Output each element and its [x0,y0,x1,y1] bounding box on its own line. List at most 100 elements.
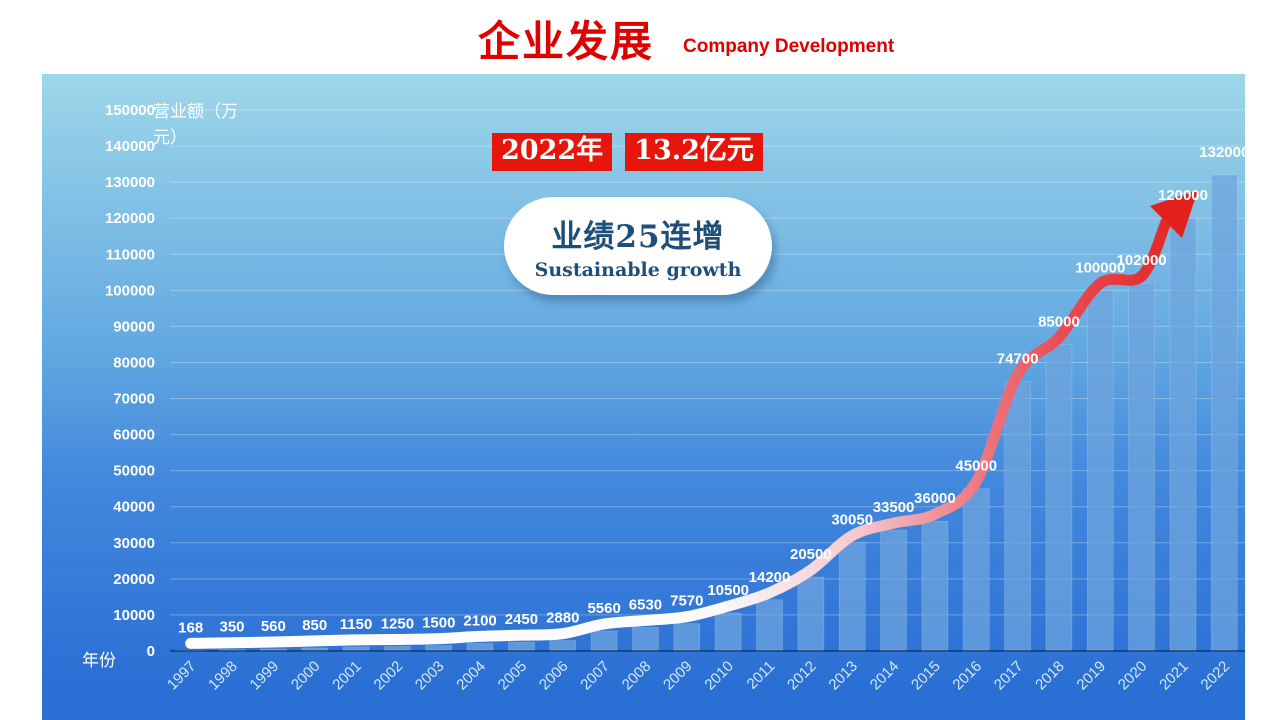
y-tick-label: 30000 [113,535,155,552]
bar [756,599,783,652]
callout-2022: 2022年 13.2亿元 [492,133,763,171]
bar-value-label: 1250 [381,615,414,632]
bar [1004,381,1031,652]
trend-curve [185,216,1172,649]
y-tick-label: 110000 [106,246,155,263]
bar [590,630,618,652]
bar [508,641,535,652]
year-label: 2000 [288,658,324,694]
bar [880,529,907,652]
year-label: 2007 [577,658,613,694]
year-label: 2005 [495,658,531,694]
bar [549,640,577,652]
year-label: 2017 [991,658,1027,694]
bar [1045,344,1073,652]
x-axis-label: 年份 [82,651,116,670]
y-tick-label: 50000 [113,463,155,480]
bar-value-label: 20500 [790,546,832,563]
bar-value-label: 120000 [1158,187,1208,204]
bar-value-label: 102000 [1117,252,1167,269]
year-label: 2008 [619,658,655,694]
y-tick-label: 20000 [113,571,155,588]
bar-value-label: 2450 [505,611,538,628]
bar [921,520,949,652]
trend-arrowhead [1150,190,1198,238]
y-tick-label: 100000 [105,282,155,299]
bar [962,488,990,652]
year-label: 2022 [1198,658,1234,694]
bar-value-label: 30050 [831,512,873,529]
year-label: 2006 [536,658,572,694]
bar-value-label: 2880 [546,610,579,627]
bar-value-label: 85000 [1038,313,1080,330]
bar-value-label: 14200 [749,569,791,586]
slide-subtitle: Company Development [683,36,895,57]
bar-value-label: 1500 [422,615,455,632]
bar-value-label: 350 [220,619,245,636]
year-label: 2010 [701,658,737,694]
bar [1086,290,1114,652]
bar-value-label: 1150 [340,616,373,633]
bar [466,643,494,652]
bar-value-label: 7570 [670,593,703,610]
chart-area: 0 10000 20000 30000 40000 50000 60000 70000 8000… [42,74,1245,720]
y-tick-label: 140000 [105,138,155,155]
y-tick-label: 150000 [105,102,155,119]
y-tick-label: 90000 [113,318,155,335]
year-label: 2021 [1156,658,1192,694]
bar [1169,217,1197,652]
bar-value-label: 2100 [463,612,496,629]
y-tick-label: 70000 [113,391,155,408]
year-label: 2004 [453,658,489,694]
revenue-chart-svg: 0 10000 20000 30000 40000 50000 60000 70000 8000… [105,102,1245,694]
year-label: 1998 [205,658,241,694]
year-label: 1997 [164,658,200,694]
y-tick-label: 10000 [113,607,155,624]
bar-value-label: 33500 [873,499,915,516]
year-label: 1999 [247,658,283,694]
year-label: 2011 [744,658,779,693]
year-label: 2003 [412,658,448,694]
bar-value-label: 45000 [955,458,997,475]
bar [1128,282,1155,652]
callout-badge-year: 2022年 [492,133,613,171]
year-label: 2019 [1073,658,1109,694]
bar-value-label: 132000 [1199,144,1245,161]
bar-value-label: 5560 [587,600,620,617]
bar-value-label: 560 [261,618,286,635]
bubble-headline: 业绩25连增 [551,219,725,255]
y-tick-label: 120000 [105,210,155,227]
bar [714,612,742,652]
year-label: 2001 [329,658,365,694]
bar-value-label: 10500 [707,582,749,599]
year-label: 2002 [371,658,407,694]
y-tick-label: 0 [147,643,155,660]
bar-value-label: 36000 [914,490,956,507]
bar-value-label: 6530 [629,596,662,613]
bar-value-label: 850 [302,617,327,634]
y-tick-label: 80000 [113,354,155,371]
bar [632,627,659,652]
bar-value-label: 168 [178,619,203,636]
year-label: 2018 [1032,658,1068,694]
year-label: 2016 [949,658,985,694]
bar [1211,174,1238,652]
callout-badge-amount: 13.2亿元 [625,133,763,171]
year-label: 2012 [784,658,820,694]
bar-value-label: 74700 [997,351,1039,368]
bar [673,623,701,652]
bar [797,576,825,652]
bar-value-label: 100000 [1075,259,1125,276]
year-label: 2015 [908,658,944,694]
slide-title: 企业发展 [478,18,655,65]
year-label: 2020 [1115,658,1151,694]
y-tick-label: 40000 [113,499,155,516]
year-label: 2013 [825,658,861,694]
y-tick-label: 130000 [105,174,155,191]
bar [838,542,866,652]
y-tick-label: 60000 [113,427,155,444]
bubble-subline: Sustainable growth [534,259,742,281]
y-axis-label: 营业额（万元） [153,102,238,147]
year-label: 2009 [660,658,696,694]
